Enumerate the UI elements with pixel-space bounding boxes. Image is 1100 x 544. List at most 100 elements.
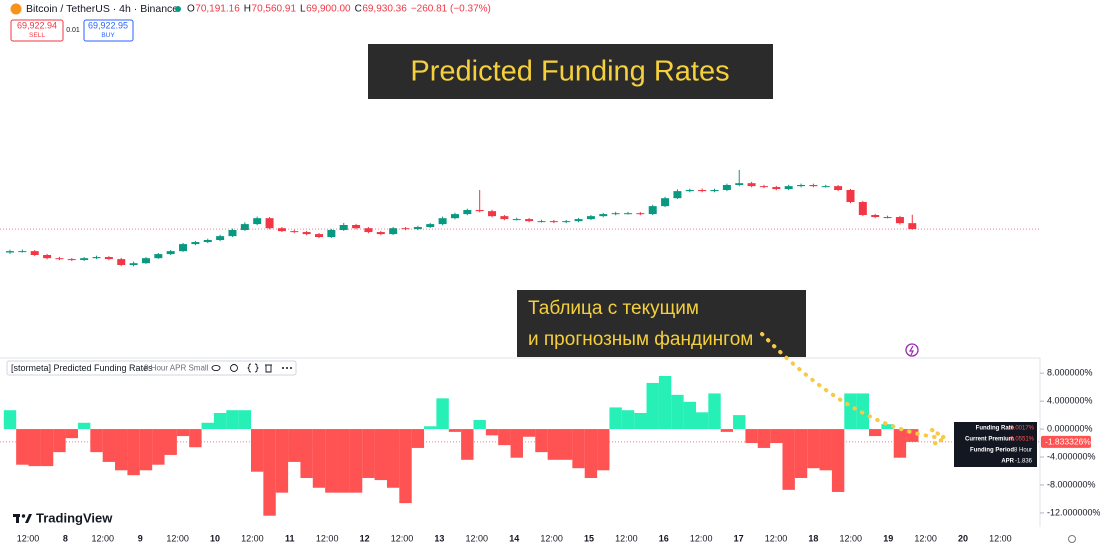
alert-glyph — [908, 345, 914, 356]
candle-body — [191, 242, 200, 245]
bar — [226, 410, 239, 430]
candle-body — [43, 255, 52, 259]
sell-price: 69,922.94 — [17, 20, 57, 30]
table-value: 8 Hour — [1014, 448, 1032, 454]
candle-body — [463, 210, 472, 215]
candle-body — [871, 215, 880, 218]
y-tick-label: -8.000000% — [1047, 479, 1096, 489]
ohlc: O 70,191.16 H 70,560.91 L 69,900.00 C 69,930.36… — [187, 4, 491, 15]
candle-body — [327, 230, 336, 238]
bar — [374, 429, 387, 481]
table-value: -1.836 — [1015, 459, 1033, 465]
bar — [720, 429, 734, 432]
bar — [461, 429, 474, 460]
arrow-head — [930, 428, 950, 447]
bar — [399, 429, 412, 504]
bar — [683, 401, 696, 430]
candle-body — [611, 213, 620, 215]
bar — [844, 393, 857, 430]
settings-icon[interactable] — [230, 364, 238, 372]
bar — [597, 429, 610, 471]
bar — [238, 410, 252, 430]
bar — [646, 382, 659, 430]
buy-button[interactable] — [83, 19, 134, 42]
bar — [658, 375, 672, 430]
y-tick-label: 0.000000% — [1047, 423, 1093, 433]
x-tick-label: 20 — [958, 533, 968, 543]
candle-body — [339, 225, 348, 230]
ohlc-change: −260.81 (−0.37%) — [411, 4, 491, 15]
candle-body — [784, 186, 793, 190]
candle-body — [364, 228, 373, 233]
candle-body — [475, 210, 484, 212]
bar — [757, 429, 771, 448]
candle-body — [438, 218, 447, 225]
bar — [263, 429, 276, 516]
candle-body — [203, 240, 212, 243]
candle-body — [240, 224, 249, 230]
more-icon[interactable] — [282, 367, 292, 369]
axis-settings[interactable] — [1068, 535, 1076, 543]
bar — [139, 429, 153, 471]
x-tick-label: 12:00 — [316, 533, 339, 543]
bar — [869, 429, 882, 437]
candle-body — [895, 217, 904, 224]
candle-body — [80, 258, 89, 260]
banner: Predicted Funding Rates — [410, 56, 729, 88]
bar — [572, 429, 585, 469]
x-tick-label: 12:00 — [466, 533, 489, 543]
remove-icon[interactable] — [265, 364, 272, 373]
x-tick-label: 8 — [63, 533, 68, 543]
source-icon[interactable] — [247, 363, 259, 373]
alert-icon[interactable] — [905, 343, 919, 357]
bar — [485, 429, 499, 436]
x-tick-label: 19 — [883, 533, 893, 543]
x-tick-label: 12:00 — [391, 533, 414, 543]
candle-body — [549, 221, 558, 223]
symbol: Bitcoin / TetherUS · 4h · Binance — [26, 3, 178, 15]
candle-body — [67, 259, 76, 261]
bar — [53, 429, 66, 453]
y-tick-label: -12.000000% — [1047, 507, 1100, 517]
candle-body — [512, 219, 521, 221]
candle-body — [673, 191, 682, 199]
bar — [213, 413, 227, 430]
candle-body — [315, 234, 323, 238]
candle-body — [376, 232, 385, 235]
annotation-line: и прогнозным фандингом — [528, 329, 753, 350]
bar — [831, 429, 845, 492]
last-value-label: -1.833326% — [1045, 437, 1091, 447]
candle-body — [772, 187, 781, 190]
bar — [770, 429, 783, 444]
bar — [325, 429, 338, 493]
ohlc-key: O — [187, 4, 195, 15]
candle-body — [883, 217, 892, 219]
candle-body — [302, 232, 311, 235]
buy-label: BUY — [101, 32, 115, 39]
candle-body — [141, 258, 150, 264]
table-key: Funding Rate — [976, 426, 1015, 432]
candle-body — [858, 202, 867, 215]
candle-body — [277, 228, 286, 232]
bar — [609, 407, 622, 430]
x-tick-label: 16 — [659, 533, 669, 543]
sell-button[interactable] — [10, 19, 64, 42]
bar — [695, 412, 709, 430]
candle-body — [747, 183, 756, 187]
annotation-box — [517, 290, 806, 357]
bar — [3, 410, 17, 430]
candle-body — [389, 228, 398, 235]
table-key: Current Premium — [965, 437, 1014, 443]
candle-body — [661, 198, 670, 207]
bar — [807, 429, 820, 469]
candle-body — [401, 228, 410, 230]
x-tick-label: 17 — [734, 533, 744, 543]
indicator-legend[interactable] — [6, 360, 297, 376]
candle-body — [154, 254, 163, 259]
visibility-icon[interactable] — [211, 364, 221, 372]
brand-logo — [13, 514, 32, 523]
x-tick-label: 11 — [285, 533, 295, 543]
bar — [65, 429, 78, 439]
x-tick-label: 12:00 — [166, 533, 189, 543]
indicator-params: 8 Hour APR Small — [144, 364, 209, 373]
